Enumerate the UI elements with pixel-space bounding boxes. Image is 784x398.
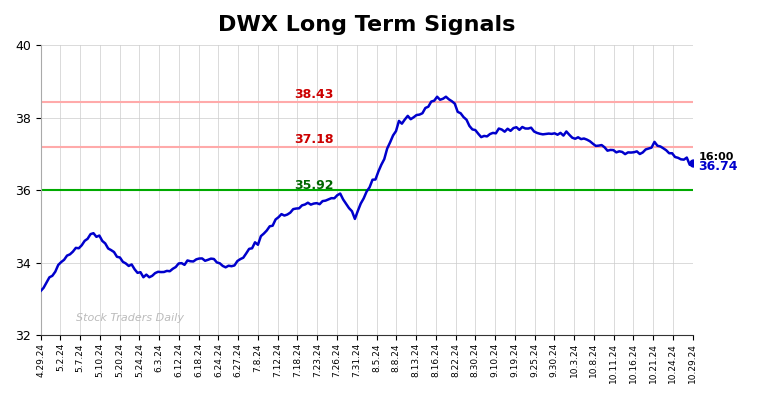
Text: Stock Traders Daily: Stock Traders Daily xyxy=(76,313,183,323)
Text: 36.74: 36.74 xyxy=(699,160,738,174)
Text: 35.92: 35.92 xyxy=(294,179,333,192)
Text: 38.43: 38.43 xyxy=(294,88,333,101)
Text: 37.18: 37.18 xyxy=(294,133,333,146)
Text: 16:00: 16:00 xyxy=(699,152,734,162)
Title: DWX Long Term Signals: DWX Long Term Signals xyxy=(218,15,515,35)
